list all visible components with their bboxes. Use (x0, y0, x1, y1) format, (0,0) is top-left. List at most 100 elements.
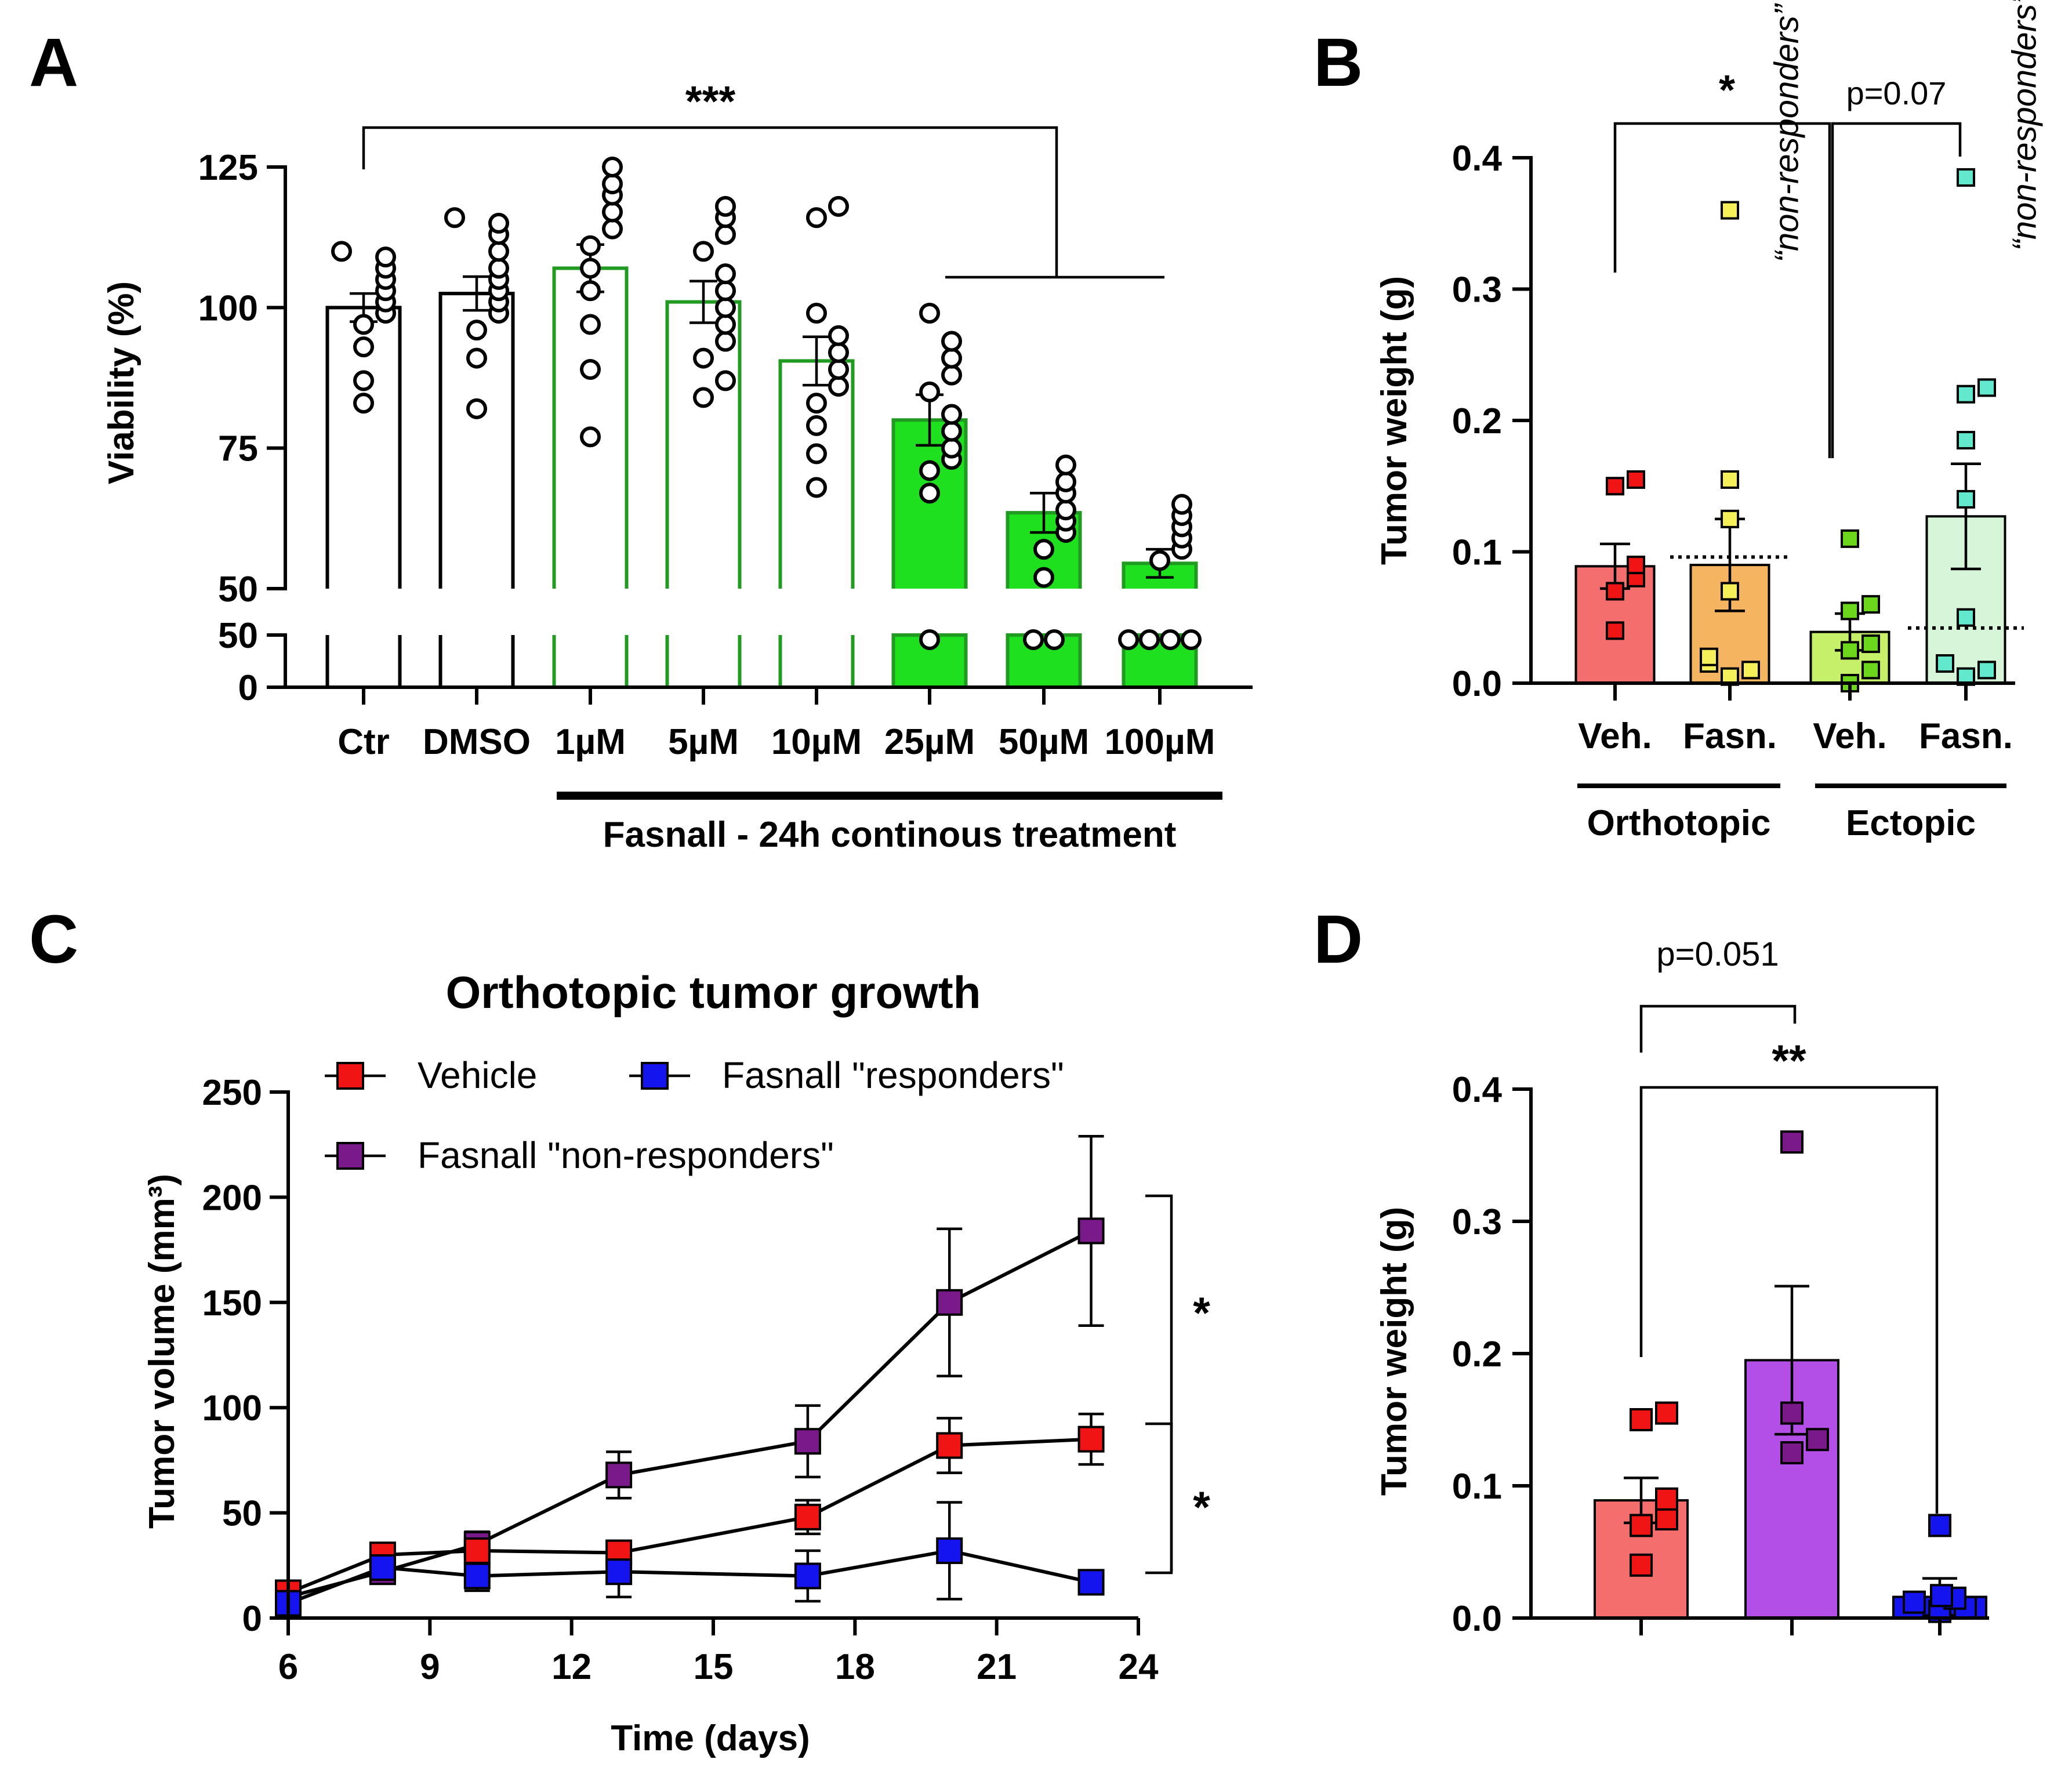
legend-label-vehicle: Vehicle (418, 1054, 537, 1096)
panel-a-y-tick-label-lower: 50 (218, 616, 258, 656)
panel-b: 0.0 0.1 0.2 0.3 0.4 Veh. Fasn. Veh. Fasn. Tumor … (1374, 0, 2043, 843)
data-point (1655, 1487, 1678, 1511)
data-point (488, 257, 509, 279)
data-point (941, 404, 962, 425)
panel-b-group-orthotopic: Orthotopic (1587, 803, 1771, 843)
panel-letter-b: B (1313, 24, 1363, 101)
data-point (1630, 1553, 1653, 1577)
panel-letter-d: D (1313, 901, 1363, 978)
data-point (1606, 477, 1624, 496)
data-point (331, 241, 352, 262)
panel-c-legend: Vehicle Fasnall "responders" Fasnall "no… (325, 1054, 1064, 1176)
data-point (1606, 621, 1624, 640)
data-point (580, 280, 601, 302)
data-point (1055, 499, 1076, 521)
panel-c-x-tick-label: 21 (977, 1647, 1017, 1687)
panel-a-y-tick-label: 125 (198, 148, 258, 188)
panel-b-axes: 0.0 0.1 0.2 0.3 0.4 Veh. Fasn. Veh. Fasn. (1452, 139, 2015, 756)
panel-b-x-tick-label: Fasn. (1919, 716, 2013, 756)
panel-b-group-ectopic: Ectopic (1846, 803, 1976, 843)
data-point (1903, 1590, 1926, 1614)
data-point (466, 320, 487, 341)
data-point (828, 325, 849, 346)
data-point (919, 303, 940, 324)
data-point (1957, 168, 1975, 187)
panel-c-significance-1: * (1193, 1289, 1210, 1338)
data-point (1630, 1408, 1653, 1431)
data-point (1841, 529, 1859, 548)
panel-c-y-tick-label: 200 (202, 1178, 262, 1218)
data-point-lower (1139, 629, 1160, 650)
panel-b-significance-p: p=0.07 (1846, 75, 1947, 111)
data-point (1055, 454, 1076, 476)
data-point (1627, 556, 1645, 575)
data-point (1630, 1514, 1653, 1537)
data-point (488, 212, 509, 234)
data-point (466, 398, 487, 419)
data-point (693, 387, 714, 408)
panel-letter-a: A (29, 24, 78, 101)
data-point (605, 1461, 633, 1489)
panel-c-marks (275, 1134, 1105, 1617)
panel-a-treatment-label: Fasnall - 24h continous treatment (603, 815, 1177, 855)
data-point (375, 246, 396, 268)
data-point (693, 241, 714, 262)
panel-d-marks (1594, 1130, 1987, 1623)
data-point (1806, 1428, 1829, 1452)
data-point-lower (1118, 629, 1139, 650)
data-point (715, 224, 736, 245)
panel-a-x-tick-label: 10µM (771, 722, 862, 762)
data-point (580, 257, 601, 279)
data-point (1861, 595, 1880, 614)
data-point (715, 263, 736, 285)
data-point (1077, 1425, 1105, 1453)
panel-d-bracket-p (1639, 1004, 1797, 1053)
panel-d-y-tick-label: 0.2 (1452, 1334, 1502, 1374)
data-point (828, 376, 849, 397)
panel-c-y-axis-label: Tumor volume (mm³) (142, 1174, 182, 1529)
panel-c-y-tick-label: 150 (202, 1283, 262, 1323)
data-point (715, 331, 736, 352)
panel-b-nonresponders-label-1: “non-responders” (1768, 3, 1805, 263)
data-point (919, 460, 940, 481)
panel-c-significance-2: * (1193, 1483, 1210, 1532)
panel-b-y-axis-label: Tumor weight (g) (1374, 276, 1414, 565)
data-point (1741, 661, 1760, 680)
data-point (715, 297, 736, 318)
data-point (353, 370, 374, 391)
data-point (919, 381, 940, 402)
data-point (715, 195, 736, 217)
data-point (941, 347, 962, 369)
data-point (806, 303, 827, 324)
panel-a-y-tick-label: 100 (198, 288, 258, 328)
legend-label-responders: Fasnall "responders" (722, 1054, 1064, 1096)
bar-lower-segment (1006, 633, 1082, 689)
data-point (919, 483, 940, 504)
data-point-lower (1181, 629, 1202, 650)
data-point (1977, 661, 1996, 680)
panel-b-y-tick-label: 0.4 (1452, 139, 1503, 179)
data-point-lower (1044, 629, 1065, 650)
panel-a-y-tick-label: 50 (218, 570, 258, 610)
data-point (1780, 1441, 1804, 1464)
data-point (602, 201, 623, 223)
data-point (1077, 1217, 1105, 1245)
panel-c-y-tick-label: 100 (202, 1388, 262, 1428)
data-point (1957, 430, 1975, 449)
data-point (1861, 661, 1880, 680)
panel-c-axes: 0 50 100 150 200 250 6 9 12 15 18 21 24 (202, 1073, 1159, 1687)
panel-d-y-axis-label: Tumor weight (g) (1374, 1207, 1414, 1496)
panel-c-y-tick-label: 50 (222, 1494, 262, 1534)
data-point (602, 157, 623, 177)
data-point (1627, 470, 1645, 489)
panel-a: 50 75 100 125 0 50 Ctr DMSO 1µM 5µM 10µM 25µM 50µM 10… (101, 77, 1253, 855)
data-point (715, 314, 736, 335)
panel-a-x-tick-label: 5µM (668, 722, 739, 762)
data-point (794, 1503, 821, 1530)
data-point (1841, 641, 1859, 660)
panel-a-x-tick-label: DMSO (423, 722, 531, 762)
panel-b-y-tick-label: 0.0 (1452, 664, 1502, 704)
data-point (806, 477, 827, 498)
panel-a-x-tick-label: 100µM (1105, 722, 1215, 762)
